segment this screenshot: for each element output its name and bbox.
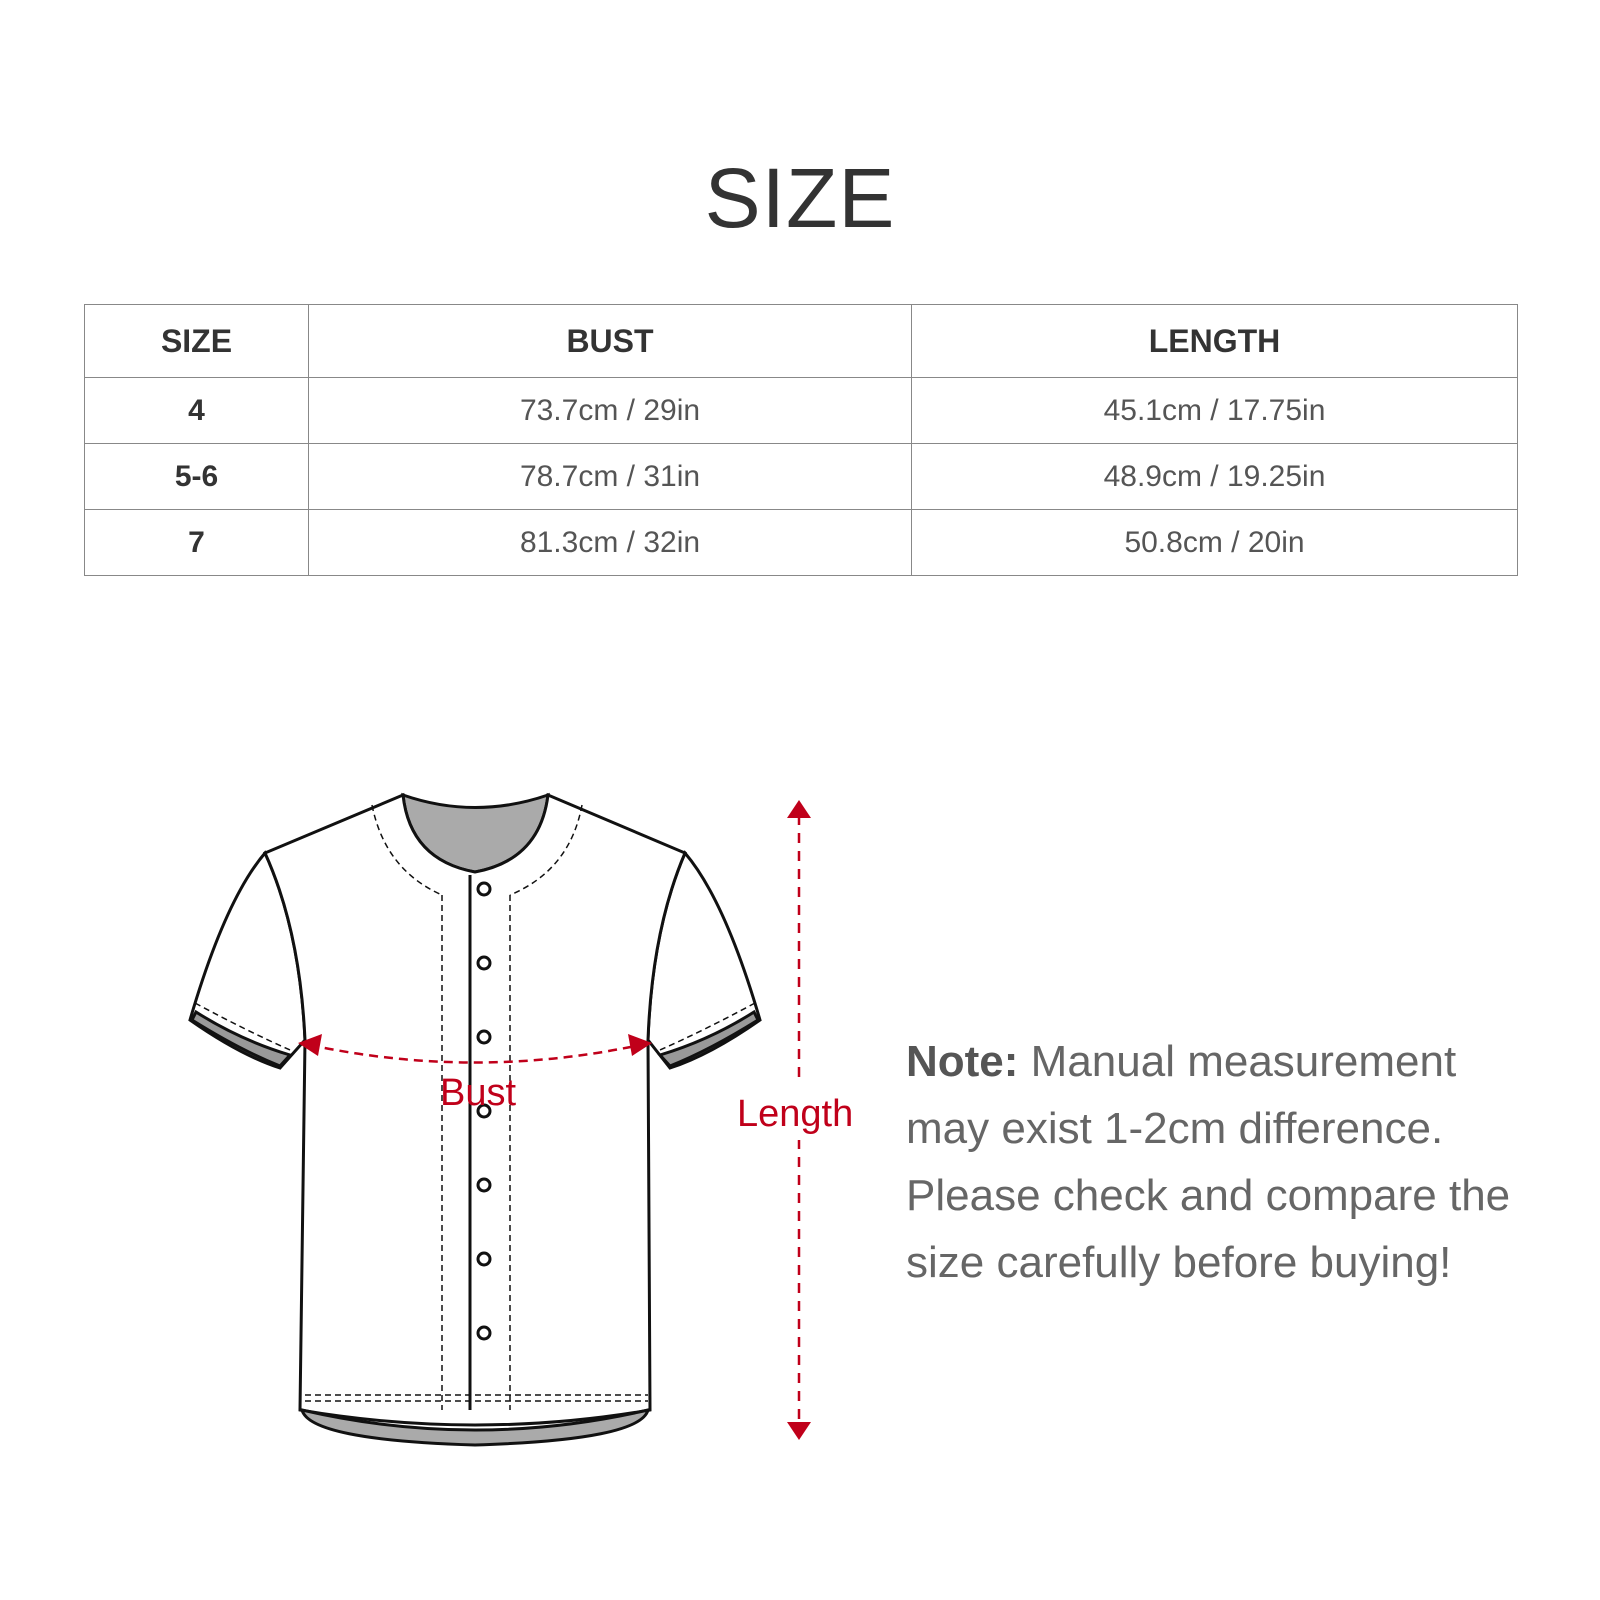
header-length: LENGTH — [911, 304, 1518, 378]
cell-length: 45.1cm / 17.75in — [911, 377, 1518, 444]
shirt-illustration — [188, 792, 762, 1447]
measurement-note: Note: Manual measurement may exist 1-2cm… — [906, 1028, 1546, 1296]
length-label: Length — [737, 1093, 854, 1135]
note-text: Manual measurement may exist 1-2cm diffe… — [906, 1037, 1511, 1287]
cell-bust: 73.7cm / 29in — [308, 377, 912, 444]
cell-bust: 81.3cm / 32in — [308, 509, 912, 576]
note-label: Note: — [906, 1037, 1019, 1086]
size-table: SIZE BUST LENGTH 4 73.7cm / 29in 45.1cm … — [84, 304, 1518, 576]
table-row: 7 81.3cm / 32in 50.8cm / 20in — [84, 509, 1518, 576]
table-row: 4 73.7cm / 29in 45.1cm / 17.75in — [84, 377, 1518, 444]
bust-label: Bust — [440, 1072, 517, 1114]
header-size: SIZE — [84, 304, 309, 378]
cell-bust: 78.7cm / 31in — [308, 443, 912, 510]
bust-measure-arrow — [298, 1034, 652, 1064]
cell-length: 50.8cm / 20in — [911, 509, 1518, 576]
cell-size: 4 — [84, 377, 309, 444]
cell-size: 7 — [84, 509, 309, 576]
length-measure-arrow — [780, 800, 820, 1440]
page-title: SIZE — [704, 151, 896, 245]
cell-size: 5-6 — [84, 443, 309, 510]
table-row: 5-6 78.7cm / 31in 48.9cm / 19.25in — [84, 443, 1518, 510]
